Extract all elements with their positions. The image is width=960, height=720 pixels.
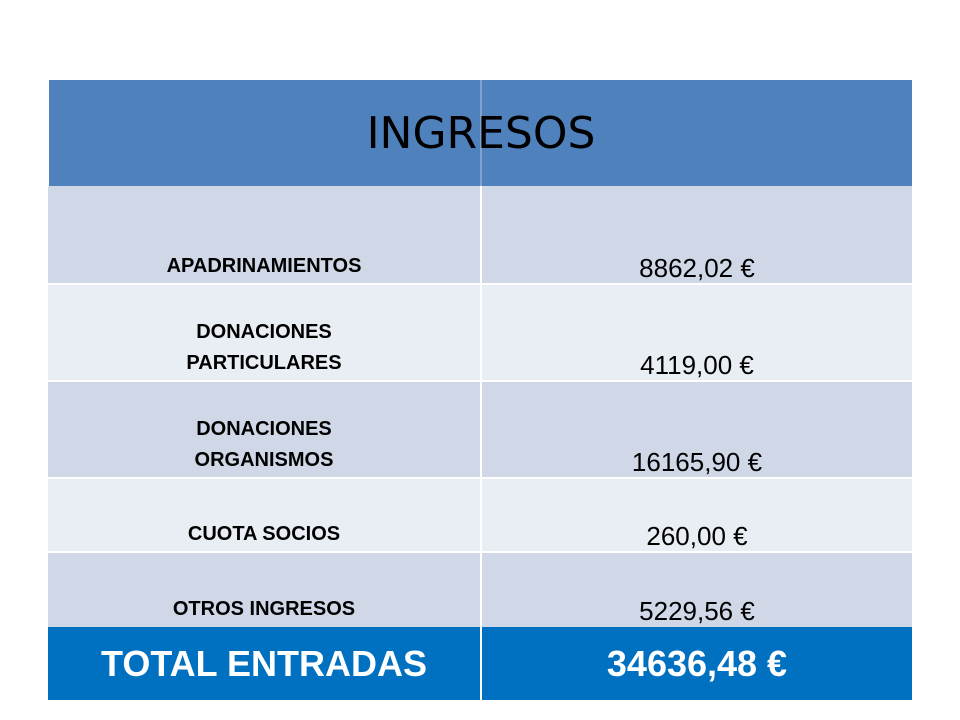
row-label: APADRINAMIENTOS (166, 255, 362, 277)
row-value: 8862,02 € (480, 186, 912, 284)
table-row-otros-ingresos: OTROS INGRESOS 5229,56 € (48, 552, 912, 627)
row-divider (48, 477, 912, 479)
income-table: INGRESOS APADRINAMIENTOS 8862,02 € DONAC… (48, 80, 912, 700)
table-row-cuota-socios: CUOTA SOCIOS 260,00 € (48, 478, 912, 552)
row-value: 5229,56 € (480, 552, 912, 627)
row-label: CUOTA SOCIOS (187, 523, 341, 545)
row-label: DONACIONES ORGANISMOS (194, 418, 334, 471)
table-title: INGRESOS (366, 107, 596, 159)
row-divider (48, 283, 912, 285)
row-label: OTROS INGRESOS (172, 598, 356, 620)
table-header: INGRESOS (48, 80, 912, 186)
row-value: 16165,90 € (480, 381, 912, 478)
row-divider (48, 380, 912, 382)
row-label: DONACIONES PARTICULARES (186, 321, 342, 374)
total-value: 34636,48 € (480, 627, 912, 700)
total-label: TOTAL ENTRADAS (100, 643, 427, 684)
table-row-donaciones-particulares: DONACIONES PARTICULARES 4119,00 € (48, 284, 912, 381)
table-row-total: TOTAL ENTRADAS 34636,48 € (48, 627, 912, 700)
table-row-apadrinamientos: APADRINAMIENTOS 8862,02 € (48, 186, 912, 284)
row-value: 260,00 € (480, 478, 912, 552)
row-divider (48, 551, 912, 553)
header-divider (480, 80, 482, 186)
table-row-donaciones-organismos: DONACIONES ORGANISMOS 16165,90 € (48, 381, 912, 478)
row-value: 4119,00 € (480, 284, 912, 381)
